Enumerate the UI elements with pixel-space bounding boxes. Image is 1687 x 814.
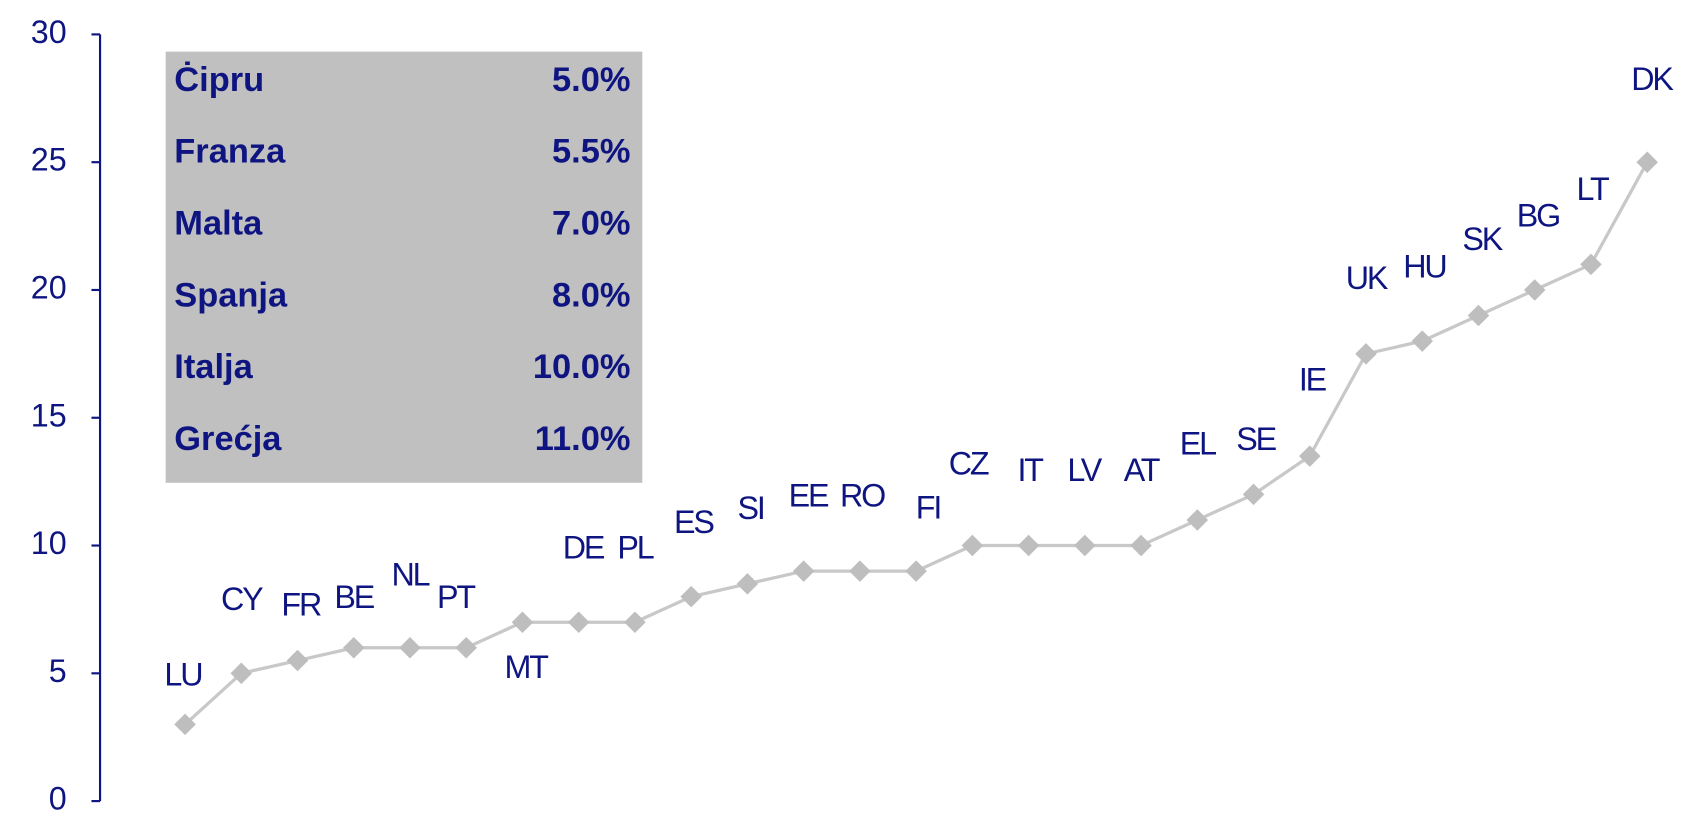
point-label: IE — [1299, 361, 1327, 397]
table-value: 5.5% — [552, 133, 630, 171]
point-label: RO — [840, 477, 885, 513]
y-tick-label: 25 — [31, 142, 67, 178]
marker — [792, 560, 815, 582]
table-value: 7.0% — [552, 204, 630, 242]
marker — [1186, 509, 1209, 531]
table-value: 11.0% — [535, 420, 631, 458]
marker — [1467, 304, 1490, 327]
point-label: IT — [1017, 452, 1043, 488]
table-value: 10.0% — [533, 348, 631, 386]
marker — [1017, 534, 1040, 557]
point-label: FR — [281, 586, 321, 622]
marker — [230, 662, 253, 685]
point-label: SE — [1236, 421, 1276, 457]
table-label: Grećja — [174, 420, 282, 458]
point-label: HU — [1403, 249, 1445, 285]
point-label: SK — [1462, 221, 1503, 257]
marker — [961, 534, 984, 557]
table-label: Malta — [174, 204, 263, 242]
point-label: DE — [563, 530, 605, 566]
table-value: 5.0% — [552, 61, 630, 99]
table-label: Ċipru — [174, 60, 264, 99]
point-label: MT — [505, 649, 549, 685]
y-tick-label: 0 — [49, 781, 67, 814]
point-label: BG — [1517, 197, 1559, 233]
marker — [1299, 445, 1321, 467]
marker — [1355, 343, 1377, 365]
marker — [849, 560, 871, 582]
marker — [343, 637, 365, 659]
table-label: Spanja — [174, 276, 288, 314]
marker — [680, 585, 702, 608]
y-tick-label: 15 — [31, 397, 67, 433]
y-tick-label: 20 — [31, 269, 67, 305]
marker — [286, 649, 309, 672]
point-label: CZ — [949, 445, 989, 481]
point-label: ES — [674, 504, 714, 540]
point-label: LU — [164, 657, 201, 693]
point-label: EE — [789, 477, 829, 513]
table-label: Italja — [174, 348, 253, 386]
point-label: NL — [392, 556, 430, 592]
marker — [567, 611, 590, 633]
point-label: LV — [1067, 452, 1102, 488]
table-value: 8.0% — [552, 276, 630, 314]
point-label: CY — [221, 581, 263, 617]
point-label: UK — [1346, 260, 1389, 296]
point-label: AT — [1124, 452, 1160, 488]
point-label: PL — [617, 530, 653, 566]
marker — [1636, 151, 1658, 173]
marker — [1411, 330, 1434, 352]
marker — [1130, 534, 1152, 557]
marker — [624, 611, 646, 633]
marker — [905, 560, 927, 582]
marker — [399, 637, 421, 659]
marker — [1242, 483, 1265, 506]
point-label: DK — [1631, 61, 1674, 97]
point-label: FI — [916, 489, 940, 525]
y-tick-label: 10 — [31, 525, 67, 561]
marker — [736, 573, 759, 595]
marker — [511, 611, 534, 633]
marker — [1074, 534, 1096, 557]
table-label: Franza — [174, 133, 286, 171]
point-label: EL — [1180, 425, 1216, 461]
marker — [1523, 279, 1546, 301]
marker — [455, 637, 477, 659]
table-box — [165, 51, 643, 483]
y-tick-label: 30 — [31, 14, 67, 50]
point-label: BE — [334, 579, 374, 615]
marker — [1580, 253, 1602, 276]
point-label: PT — [437, 579, 475, 615]
point-label: LT — [1577, 171, 1609, 207]
point-label: SI — [738, 490, 764, 526]
y-tick-label: 5 — [49, 653, 67, 689]
